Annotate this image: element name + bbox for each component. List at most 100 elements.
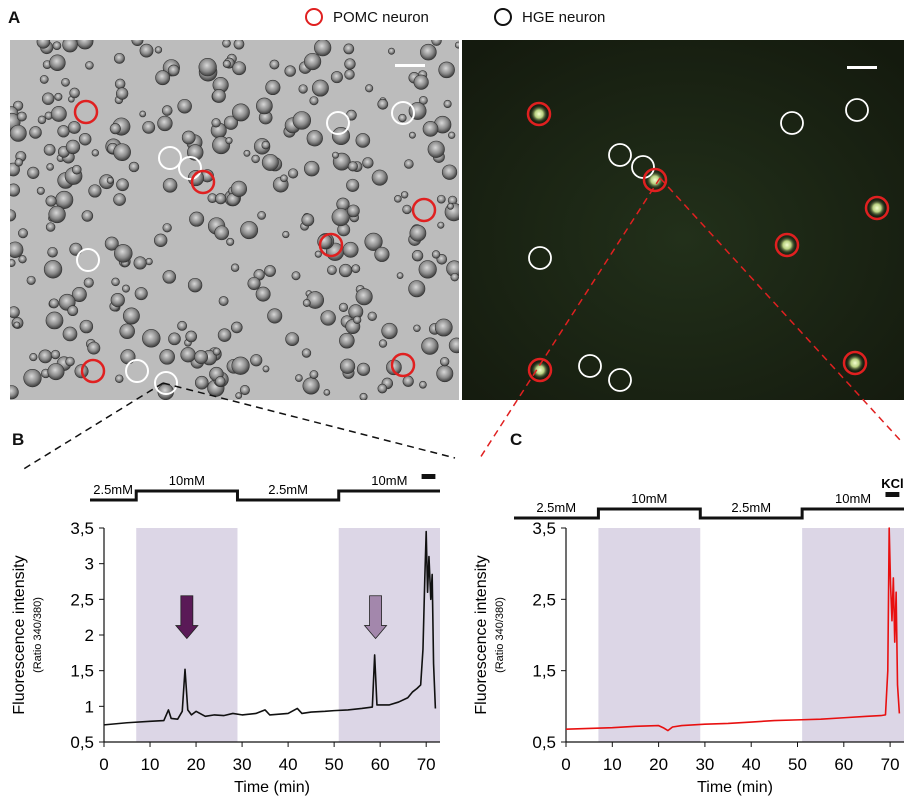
cell-body (301, 213, 315, 227)
cell-body (61, 77, 70, 87)
brightfield-micrograph (10, 40, 459, 400)
cell-body (419, 380, 427, 389)
cell-body (427, 140, 445, 158)
protocol-label: 2.5mM (93, 482, 133, 497)
fluorescence-micrograph (462, 40, 904, 400)
cell-body (388, 47, 395, 55)
cell-body (256, 97, 273, 115)
cell-body (338, 263, 353, 278)
cell-body (10, 241, 24, 258)
cell-body (265, 79, 281, 96)
cell-body (441, 164, 458, 180)
cell-body (198, 58, 217, 77)
cell-body (447, 202, 454, 210)
y-tick-label: 2,5 (532, 590, 556, 609)
cell-body (177, 98, 192, 114)
cell-body (255, 286, 271, 302)
cell-body (47, 246, 58, 258)
cell-body (133, 256, 147, 270)
cell-body (302, 299, 311, 307)
cell-body (109, 123, 121, 135)
cell-body (16, 111, 27, 122)
legend-pomc-label: POMC neuron (333, 8, 429, 26)
cell-body (71, 164, 82, 175)
cell-body (343, 43, 355, 55)
x-tick-label: 0 (561, 755, 570, 774)
cell-body (187, 277, 203, 293)
cell-body (303, 160, 320, 177)
pomc-neuron-marker (390, 352, 416, 378)
y-tick-label: 1,5 (532, 662, 556, 681)
hge-neuron-marker (76, 248, 100, 272)
cell-body (331, 151, 339, 159)
cell-body (145, 257, 153, 266)
cell-body (115, 374, 124, 383)
cell-body (398, 113, 407, 123)
y-tick-label: 0,5 (70, 733, 94, 752)
cell-body (285, 332, 300, 346)
cell-body (282, 230, 290, 239)
cell-body (27, 166, 40, 179)
cell-body (339, 332, 355, 349)
cell-body (454, 41, 459, 49)
cell-body (189, 211, 205, 227)
cell-body (162, 223, 172, 233)
x-tick-label: 60 (371, 755, 390, 774)
cell-body (162, 270, 177, 284)
cell-body (355, 288, 373, 306)
cell-body (225, 137, 233, 145)
hge-neuron-marker (845, 98, 869, 122)
cell-body (309, 370, 319, 379)
cell-body (359, 392, 368, 400)
cell-body (306, 130, 323, 147)
cell-body (111, 277, 120, 287)
x-tick-label: 70 (881, 755, 900, 774)
cell-body (122, 307, 140, 325)
panel-label-c: C (510, 430, 523, 449)
cell-body (257, 211, 266, 220)
hge-neuron-marker (158, 146, 182, 170)
cell-body (251, 154, 260, 164)
cell-body (29, 126, 42, 139)
cell-body (119, 323, 135, 339)
cell-body (62, 40, 78, 53)
cell-body (342, 241, 359, 258)
cell-body (420, 43, 437, 61)
cell-body (344, 69, 355, 80)
cell-body (41, 92, 55, 105)
cell-body (408, 131, 416, 139)
kcl-label: KCl (881, 476, 903, 491)
cell-body (438, 61, 455, 79)
cell-body (87, 341, 101, 355)
cell-body (10, 209, 17, 222)
x-tick-label: 10 (603, 755, 622, 774)
cell-body (131, 40, 144, 47)
cell-body (29, 353, 38, 362)
cell-body (81, 210, 94, 222)
x-tick-label: 20 (649, 755, 668, 774)
x-tick-label: 40 (742, 755, 761, 774)
y-axis-sublabel: (Ratio 340/380) (32, 597, 44, 673)
cell-body (436, 365, 454, 383)
cell-body (116, 178, 129, 192)
cell-body (222, 40, 231, 48)
cell-body (301, 348, 312, 358)
x-tick-label: 50 (325, 755, 344, 774)
cell-body (215, 193, 227, 205)
pomc-neuron-marker (80, 358, 106, 384)
cell-body (223, 115, 239, 130)
cell-body (232, 61, 247, 76)
cell-body (434, 318, 453, 337)
cell-body (48, 205, 66, 224)
cell-body (154, 46, 163, 54)
cell-body (139, 110, 147, 118)
y-axis-label: Fluorescence intensity (11, 555, 28, 714)
cell-body (157, 115, 173, 132)
cell-body (250, 354, 263, 367)
cell-body (450, 272, 459, 282)
cell-body (212, 347, 221, 356)
cell-body (18, 228, 28, 239)
pomc-neuron-marker (190, 169, 216, 195)
protocol-label: 2.5mM (536, 500, 576, 515)
cell-body (38, 349, 53, 364)
